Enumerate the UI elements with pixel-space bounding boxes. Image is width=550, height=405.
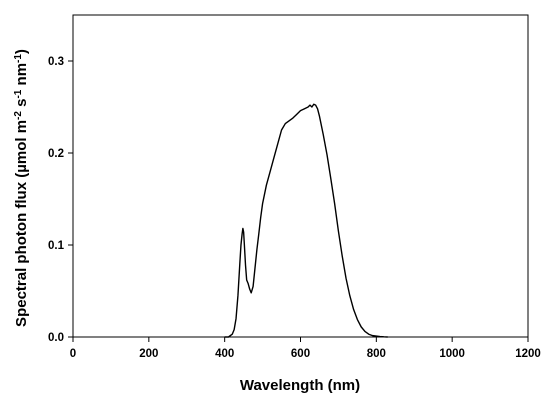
y-tick-label: 0.3 bbox=[48, 56, 64, 68]
y-axis-title: Spectral photon flux (µmol m-2 s-1 nm-1) bbox=[13, 49, 30, 327]
x-tick-label: 200 bbox=[139, 348, 158, 360]
x-axis-title: Wavelength (nm) bbox=[240, 377, 360, 394]
x-tick-label: 800 bbox=[367, 348, 386, 360]
y-tick-label: 0.1 bbox=[48, 240, 65, 252]
x-tick-label: 600 bbox=[291, 348, 310, 360]
axes bbox=[72, 14, 529, 338]
x-tick-label: 400 bbox=[215, 348, 234, 360]
y-tick-label: 0.0 bbox=[48, 332, 64, 344]
series-group bbox=[224, 103, 388, 338]
y-axis-ticks: 0.0 0.1 0.2 0.3 bbox=[48, 56, 73, 344]
x-tick-label: 1200 bbox=[515, 348, 541, 360]
x-tick-label: 0 bbox=[70, 348, 76, 360]
plot-frame bbox=[72, 14, 529, 338]
x-axis-ticks: 0 200 400 600 800 1000 1200 bbox=[70, 337, 541, 360]
y-tick-label: 0.2 bbox=[48, 148, 64, 160]
series-line-0 bbox=[224, 103, 388, 338]
x-tick-label: 1000 bbox=[439, 348, 465, 360]
